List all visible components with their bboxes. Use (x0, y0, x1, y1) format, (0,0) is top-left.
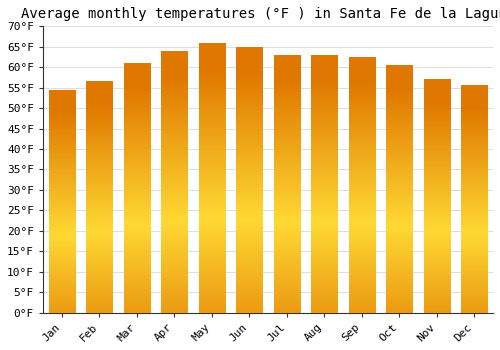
Title: Average monthly temperatures (°F ) in Santa Fe de la Laguna: Average monthly temperatures (°F ) in Sa… (21, 7, 500, 21)
